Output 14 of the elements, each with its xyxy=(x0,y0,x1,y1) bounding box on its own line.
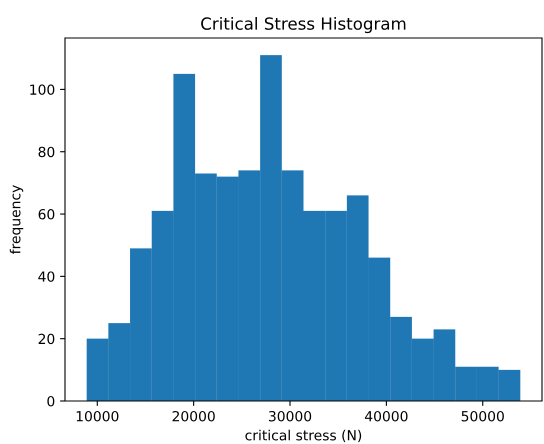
x-tick-label: 10000 xyxy=(76,410,118,422)
y-axis-title: frequency xyxy=(10,185,24,254)
y-tick-label: 20 xyxy=(38,334,54,344)
x-tick-label: 40000 xyxy=(364,410,408,422)
x-tick-label: 50000 xyxy=(462,410,504,422)
x-tick-label: 20000 xyxy=(172,410,215,422)
y-tick-label: 40 xyxy=(38,271,54,282)
y-tick-label: 60 xyxy=(38,209,54,220)
x-axis-title: critical stress (N) xyxy=(245,430,362,442)
chart-title: Critical Stress Histogram xyxy=(201,17,406,34)
y-tick-label: 100 xyxy=(30,84,54,95)
y-tick-label: 80 xyxy=(38,146,54,158)
x-tick-label: 30000 xyxy=(268,410,312,422)
y-tick-label: 0 xyxy=(47,396,54,406)
